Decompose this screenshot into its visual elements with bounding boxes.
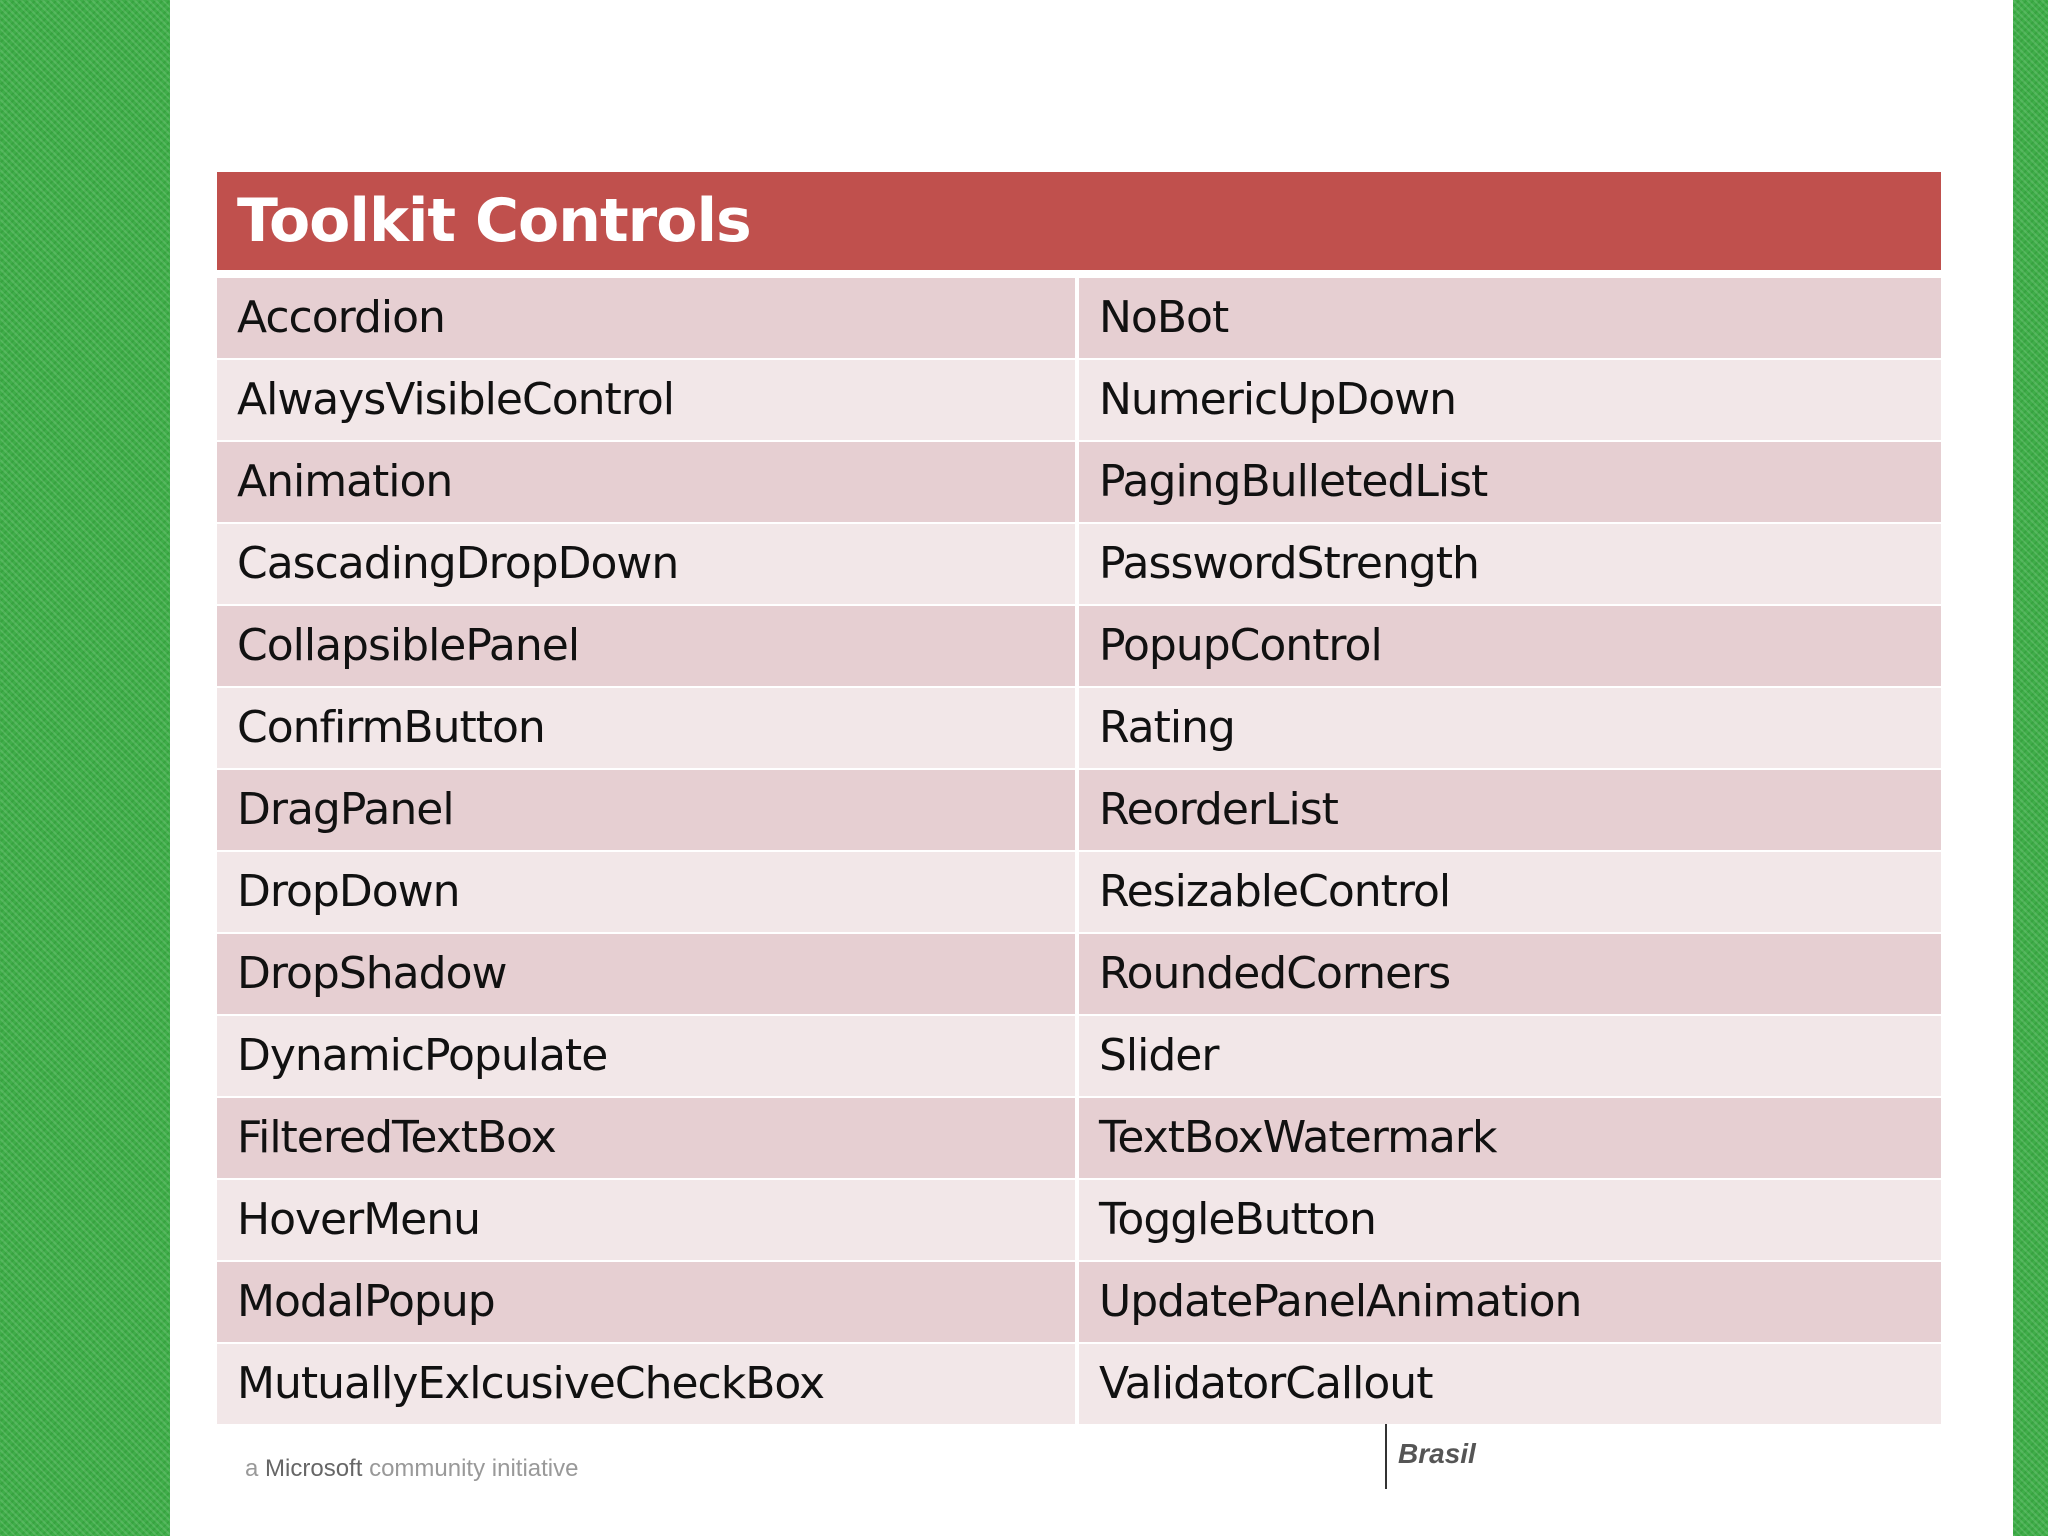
table-cell: AlwaysVisibleControl [217,360,1079,442]
table-cell: ConfirmButton [217,688,1079,770]
table-cell: CascadingDropDown [217,524,1079,606]
table-row: ConfirmButton Rating [217,688,1941,770]
table-cell: DropShadow [217,934,1079,1016]
caption-suffix: community initiative [369,1455,579,1482]
table-cell: PopupControl [1079,606,1941,688]
table-cell: PasswordStrength [1079,524,1941,606]
table-cell: ModalPopup [217,1262,1079,1344]
table-cell: NoBot [1079,278,1941,360]
table-cell: NumericUpDown [1079,360,1941,442]
table-cell: CollapsiblePanel [217,606,1079,688]
table-title: Toolkit Controls [217,172,1941,270]
table-row: Animation PagingBulletedList [217,442,1941,524]
table-cell: ToggleButton [1079,1180,1941,1262]
table-row: DynamicPopulate Slider [217,1016,1941,1098]
table-cell: ReorderList [1079,770,1941,852]
table-row: Accordion NoBot [217,278,1941,360]
table-cell: HoverMenu [217,1180,1079,1262]
logo-divider [1385,1424,1387,1489]
table-cell: DynamicPopulate [217,1016,1079,1098]
innovation-center-brasil-label: Brasil [1398,1438,1476,1469]
green-side-border-right [2013,0,2048,1536]
table-cell: Animation [217,442,1079,524]
green-side-border-left [0,0,170,1536]
table-row: DragPanel ReorderList [217,770,1941,852]
table-cell: RoundedCorners [1079,934,1941,1016]
caption-brand: Microsoft [265,1455,363,1482]
table-cell: Slider [1079,1016,1941,1098]
caption-prefix: a [245,1455,259,1482]
table-cell: UpdatePanelAnimation [1079,1262,1941,1344]
toolkit-controls-table: Toolkit Controls Accordion NoBot AlwaysVis… [217,172,1941,1426]
table-row: CascadingDropDown PasswordStrength [217,524,1941,606]
table-cell: PagingBulletedList [1079,442,1941,524]
table-cell: ValidatorCallout [1079,1344,1941,1426]
table-row: DropDown ResizableControl [217,852,1941,934]
table-cell: Rating [1079,688,1941,770]
table-row: FilteredTextBox TextBoxWatermark [217,1098,1941,1180]
table-cell: MutuallyExlcusiveCheckBox [217,1344,1079,1426]
table-cell: FilteredTextBox [217,1098,1079,1180]
community-initiative-caption: a Microsoft community initiative [245,1455,578,1483]
table-row: DropShadow RoundedCorners [217,934,1941,1016]
table-cell: TextBoxWatermark [1079,1098,1941,1180]
table-row: HoverMenu ToggleButton [217,1180,1941,1262]
table-row: CollapsiblePanel PopupControl [217,606,1941,688]
table-cell: DragPanel [217,770,1079,852]
table-cell: DropDown [217,852,1079,934]
table-cell: ResizableControl [1079,852,1941,934]
table-row: AlwaysVisibleControl NumericUpDown [217,360,1941,442]
table-cell: Accordion [217,278,1079,360]
table-row: ModalPopup UpdatePanelAnimation [217,1262,1941,1344]
table-row: MutuallyExlcusiveCheckBox ValidatorCallou… [217,1344,1941,1426]
